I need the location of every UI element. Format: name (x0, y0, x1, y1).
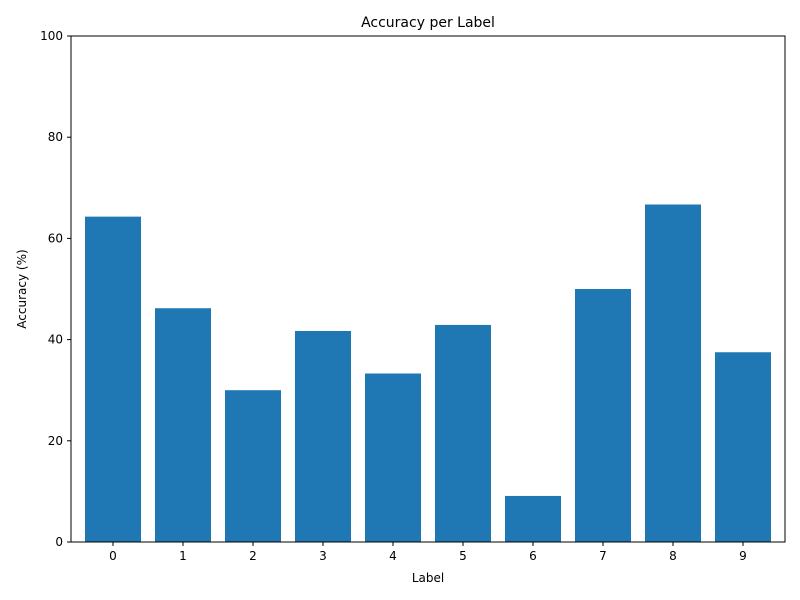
y-tick-label: 100 (40, 29, 63, 43)
bars-group (85, 204, 771, 542)
y-axis-label: Accuracy (%) (15, 249, 29, 328)
plot-frame (70, 35, 786, 543)
x-tick-label: 5 (459, 549, 467, 563)
x-tick-label: 7 (599, 549, 607, 563)
bar-label-1 (155, 308, 211, 542)
x-tick-label: 4 (389, 549, 397, 563)
bar-label-5 (435, 324, 491, 542)
bar-label-4 (365, 373, 421, 542)
bar-label-0 (85, 216, 141, 542)
bar-label-8 (645, 204, 701, 542)
x-tick-label: 8 (669, 549, 677, 563)
x-tick-label: 6 (529, 549, 537, 563)
x-tick-label: 9 (739, 549, 747, 563)
bar-label-6 (505, 495, 561, 542)
x-tick-label: 2 (249, 549, 257, 563)
y-tick-label: 60 (48, 231, 63, 245)
y-tick-label: 40 (48, 333, 63, 347)
bar-label-9 (715, 352, 771, 542)
y-tick-label: 80 (48, 130, 63, 144)
x-axis-ticks: 0 1 2 3 4 5 6 7 8 9 (109, 542, 747, 563)
y-axis-ticks: 0 20 40 60 80 100 (40, 29, 71, 549)
x-axis-label: Label (412, 571, 444, 585)
x-tick-label: 0 (109, 549, 117, 563)
bar-label-3 (295, 331, 351, 542)
chart-title: Accuracy per Label (361, 15, 495, 31)
x-tick-label: 1 (179, 549, 187, 563)
x-tick-label: 3 (319, 549, 327, 563)
bar-label-2 (225, 390, 281, 542)
y-tick-label: 20 (48, 434, 63, 448)
y-tick-label: 0 (55, 535, 63, 549)
bar-label-7 (575, 289, 631, 542)
